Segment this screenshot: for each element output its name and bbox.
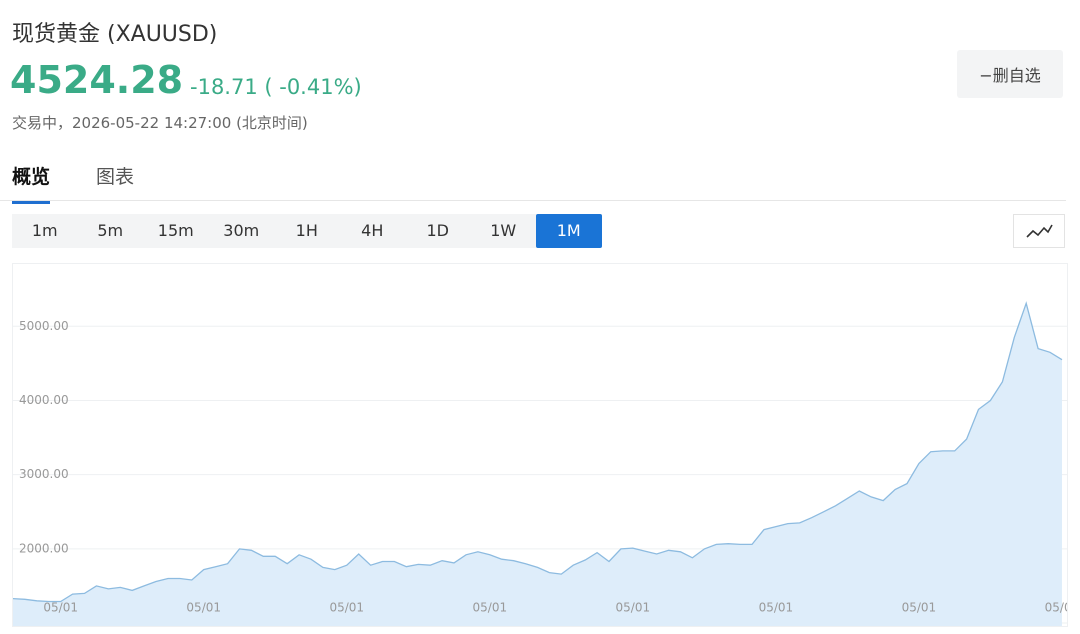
interval-button[interactable]: 1H [295,221,318,240]
price-change: -18.71 ( -0.41%) [190,75,362,99]
y-tick-label: 5000.00 [19,319,69,333]
price: 4524.28 [10,58,184,102]
x-tick-label: 05/01 [616,601,651,615]
y-tick-label: 4000.00 [19,393,69,407]
x-tick-label: 05/01 [43,601,78,615]
interval-button[interactable]: 15m [157,221,194,240]
area [13,303,1062,626]
interval-bar: 1m 5m 15m 30m 1H 4H 1D 1W 1M [12,214,602,248]
tab-bar: 概览 图表 [0,160,1066,204]
x-tick-label: 05/01 [186,601,221,615]
chart-style-button[interactable] [1013,214,1065,248]
line-icon [1026,224,1053,238]
interval-button[interactable]: 1M [536,214,602,248]
interval-button[interactable]: 1m [31,221,58,240]
y-tick-label: 3000.00 [19,467,69,481]
chart: 1000.002000.003000.004000.005000.0005/01… [12,263,1068,627]
x-tick-label: 05/01 [759,601,794,615]
x-tick-label: 05/01 [329,601,364,615]
line [13,301,1063,603]
tab[interactable]: 图表 [96,166,135,188]
tab[interactable]: 概览 [12,162,51,204]
x-tick-label: 05/01 [902,601,937,615]
interval-button[interactable]: 4H [361,221,384,240]
interval-button[interactable]: 30m [223,221,260,240]
x-tick-label: 05/01 [1045,601,1068,615]
interval-button[interactable]: 1D [426,221,450,240]
interval-button[interactable]: 1W [490,221,517,240]
y-tick-label: 2000.00 [19,541,69,555]
title: 现货黄金 (XAUUSD) [12,22,218,47]
interval-button[interactable]: 5m [97,221,124,240]
trading-status: 交易中，2026-05-22 14:27:00 (北京时间) [12,114,308,132]
x-tick-label: 05/01 [473,601,508,615]
remove-watchlist-button[interactable]: −删自选 [957,50,1063,98]
